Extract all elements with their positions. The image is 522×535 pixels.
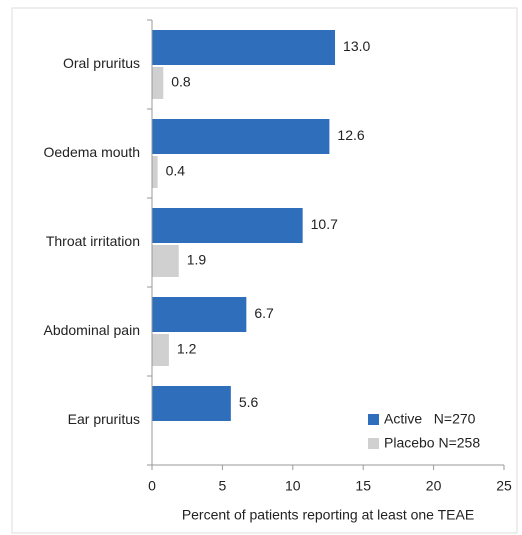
y-tick-label: Oral pruritus	[63, 55, 140, 71]
value-label: 1.2	[177, 341, 197, 357]
x-tick-label: 10	[285, 478, 301, 494]
bar	[152, 30, 336, 65]
bar	[152, 245, 179, 277]
value-label: 13.0	[343, 38, 370, 54]
legend-swatch	[368, 438, 379, 449]
bar	[152, 119, 330, 154]
y-tick-label: Abdominal pain	[43, 322, 140, 338]
value-label: 0.8	[171, 74, 191, 90]
bar	[152, 334, 169, 366]
x-tick-label: 25	[496, 478, 512, 494]
x-axis-label: Percent of patients reporting at least o…	[182, 507, 474, 523]
x-tick-label: 15	[355, 478, 371, 494]
chart-frame	[11, 7, 518, 534]
bar	[152, 156, 158, 188]
value-label: 10.7	[311, 216, 338, 232]
bar	[152, 386, 231, 421]
x-tick-label: 0	[148, 478, 156, 494]
legend-label: Active N=270	[384, 411, 476, 427]
value-label: 5.6	[239, 394, 259, 410]
value-label: 0.4	[166, 163, 186, 179]
legend-swatch	[368, 414, 379, 425]
bar	[152, 208, 303, 243]
legend-label: Placebo N=258	[384, 435, 480, 451]
y-tick-label: Throat irritation	[46, 233, 140, 249]
value-label: 6.7	[254, 305, 274, 321]
x-tick-label: 20	[426, 478, 442, 494]
y-tick-label: Ear pruritus	[68, 411, 140, 427]
bar	[152, 67, 164, 99]
y-tick-label: Oedema mouth	[44, 144, 141, 160]
x-tick-label: 5	[219, 478, 227, 494]
bar	[152, 297, 247, 332]
value-label: 1.9	[187, 252, 207, 268]
value-label: 12.6	[337, 127, 364, 143]
